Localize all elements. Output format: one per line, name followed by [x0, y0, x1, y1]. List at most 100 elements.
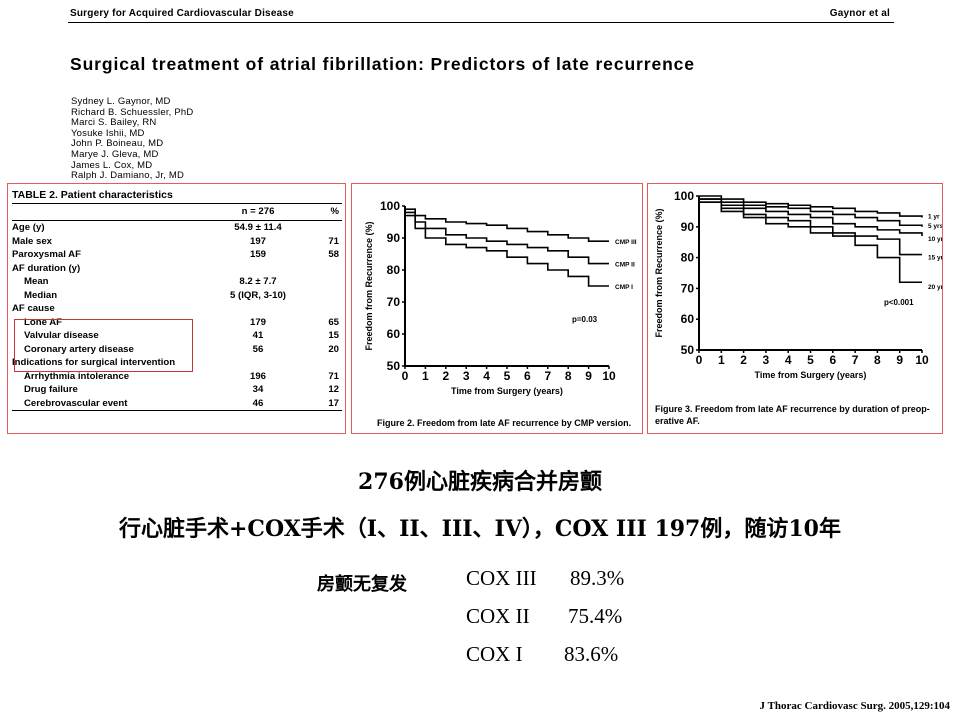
- row-label: AF cause: [12, 303, 55, 314]
- row-percent: 71: [328, 370, 339, 382]
- y-tick-label: 50: [681, 343, 695, 357]
- result-name: COX II: [466, 604, 530, 628]
- row-label: Valvular disease: [24, 330, 99, 341]
- result-name: COX III: [466, 566, 537, 590]
- survival-curve-5-yrs: [699, 198, 923, 227]
- row-label: Coronary artery disease: [24, 343, 134, 355]
- table-caption: TABLE 2. Patient characteristics: [12, 188, 342, 204]
- table-row: Age (y) 54.9 ± 11.4: [12, 221, 342, 235]
- author-name: Richard B. Schuessler, PhD: [71, 106, 194, 118]
- table-row: Valvular disease 41 15: [12, 329, 342, 343]
- row-n: 5 (IQR, 3-10): [230, 289, 286, 301]
- row-label: Age (y): [12, 222, 45, 233]
- y-tick-label: 70: [681, 281, 695, 295]
- x-tick-label: 5: [504, 369, 511, 383]
- y-tick-label: 100: [674, 189, 694, 203]
- row-n: [209, 356, 307, 370]
- row-n: 41: [252, 330, 264, 341]
- row-label: Lone AF: [24, 316, 63, 328]
- y-tick-label: 70: [387, 295, 401, 309]
- row-n: 197: [250, 235, 267, 247]
- table-row: AF cause: [12, 302, 342, 316]
- author-name: Sydney L. Gaynor, MD: [71, 96, 171, 107]
- y-axis-title: Freedom from Recurrence (%): [364, 221, 374, 350]
- column-header: [12, 204, 209, 221]
- row-n: 8.2 ± 7.7: [239, 276, 277, 287]
- survival-curve-1-yr: [699, 195, 923, 218]
- row-label: Paroxysmal AF: [12, 249, 81, 260]
- table-row: Median 5 (IQR, 3-10): [12, 289, 342, 303]
- x-tick-label: 1: [422, 369, 429, 383]
- row-percent: 20: [328, 343, 339, 355]
- row-percent: 71: [328, 235, 339, 247]
- y-tick-label: 90: [681, 220, 695, 234]
- x-tick-label: 0: [696, 353, 703, 367]
- series-label: CMP II: [615, 262, 635, 269]
- x-tick-label: 6: [524, 369, 531, 383]
- article-title: Surgical treatment of atrial fibrillatio…: [70, 54, 695, 74]
- table-header-row: n = 276%: [12, 204, 342, 221]
- y-tick-label: 80: [387, 263, 401, 277]
- row-percent: [307, 262, 342, 276]
- author-list: Sydney L. Gaynor, MD Richard B. Schuessle…: [71, 96, 194, 182]
- row-n: 159: [250, 249, 267, 260]
- x-tick-label: 10: [602, 369, 616, 383]
- y-tick-label: 90: [387, 231, 401, 245]
- survival-curve-cmp-ii: [405, 211, 609, 265]
- p-value-annotation: p=0.03: [572, 315, 598, 324]
- survival-curve-10-yrs: [699, 198, 923, 237]
- survival-curve-cmp-iii: [405, 208, 609, 242]
- x-tick-label: 4: [785, 353, 792, 367]
- running-author: Gaynor et al: [829, 8, 890, 19]
- series-label: 1 yr: [928, 214, 940, 221]
- row-label: Cerebrovascular event: [12, 396, 209, 411]
- row-n: 34: [252, 384, 264, 395]
- table-row: Drug failure 34 12: [12, 383, 342, 397]
- author-name: Ralph J. Damiano, Jr, MD: [71, 170, 185, 182]
- table-row: Lone AF 179 65: [12, 316, 342, 330]
- table-row: Male sex 197 71: [12, 235, 342, 249]
- column-header: %: [307, 204, 342, 221]
- series-label: 10 yrs: [928, 236, 942, 243]
- author-name: James L. Cox, MD: [71, 159, 153, 171]
- row-percent: [307, 289, 342, 303]
- result-name: COX I: [466, 642, 523, 666]
- author-name: Marci S. Bailey, RN: [71, 117, 157, 129]
- table-row: Indications for surgical intervention: [12, 356, 342, 370]
- author-name: Marye J. Gleva, MD: [71, 148, 159, 160]
- journal-section: Surgery for Acquired Cardiovascular Dise…: [70, 8, 294, 19]
- y-tick-label: 50: [387, 359, 401, 373]
- figure-3-caption: Figure 3. Freedom from late AF recurrenc…: [655, 403, 930, 427]
- figure-3-caption-line-1: Figure 3. Freedom from late AF recurrenc…: [655, 404, 930, 414]
- row-label: Male sex: [12, 235, 53, 247]
- row-label: AF duration (y): [12, 262, 81, 274]
- x-tick-label: 7: [544, 369, 551, 383]
- row-n: 179: [250, 316, 267, 328]
- y-tick-label: 60: [681, 312, 695, 326]
- x-tick-label: 0: [402, 369, 409, 383]
- table-row: Coronary artery disease 56 20: [12, 343, 342, 357]
- y-tick-label: 60: [387, 327, 401, 341]
- row-n: 46: [208, 396, 308, 411]
- x-tick-label: 6: [829, 353, 836, 367]
- survival-curve-cmp-i: [405, 214, 609, 287]
- x-tick-label: 9: [585, 369, 592, 383]
- row-percent: 65: [328, 316, 339, 328]
- row-n: [209, 302, 307, 316]
- result-value: 83.6%: [564, 642, 619, 666]
- row-label: Median: [24, 289, 58, 301]
- row-label: Drug failure: [24, 384, 78, 395]
- x-tick-label: 8: [565, 369, 572, 383]
- row-percent: 12: [328, 384, 339, 395]
- patient-characteristics-panel: TABLE 2. Patient characteristics n = 276…: [7, 183, 346, 434]
- row-percent: [307, 356, 342, 370]
- table-row: Mean 8.2 ± 7.7: [12, 275, 342, 289]
- y-tick-label: 100: [380, 199, 400, 213]
- x-tick-label: 7: [852, 353, 859, 367]
- table-row: Cerebrovascular event 46 17: [12, 396, 342, 411]
- row-percent: 17: [307, 396, 342, 411]
- author-name: Yosuke Ishii, MD: [71, 127, 145, 139]
- row-n: [209, 262, 307, 276]
- row-n: 196: [250, 370, 267, 382]
- row-label: Mean: [24, 276, 49, 287]
